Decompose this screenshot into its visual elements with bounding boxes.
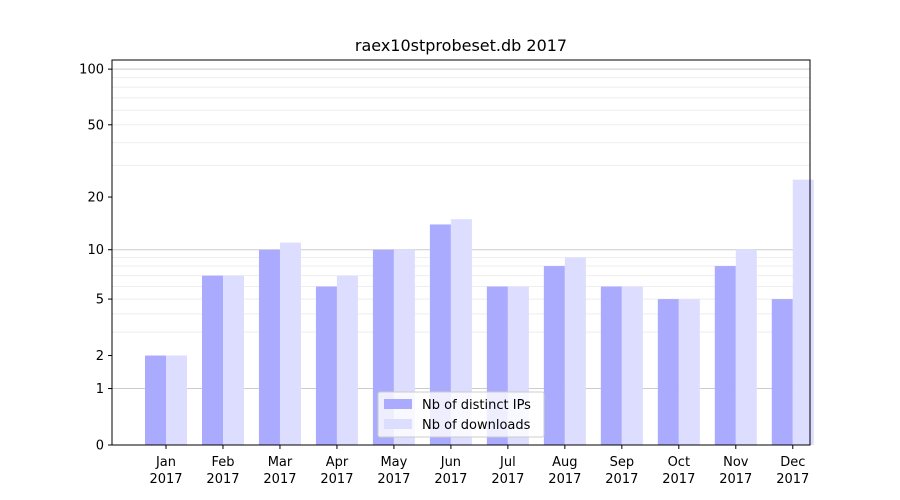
x-tick-label: Aug: [552, 455, 577, 470]
x-tick-label: Apr: [326, 455, 349, 470]
bar-distinct-ips: [201, 275, 223, 445]
x-tick-label: Jan: [155, 455, 176, 470]
chart-title: raex10stprobeset.db 2017: [355, 36, 567, 55]
x-tick-label: Jul: [499, 455, 516, 470]
y-tick-label: 100: [79, 63, 104, 78]
legend-label: Nb of distinct IPs: [422, 398, 531, 413]
y-tick-label: 50: [87, 118, 104, 133]
bar-distinct-ips: [543, 266, 565, 445]
bar-downloads: [792, 179, 814, 446]
bar-downloads: [166, 355, 187, 445]
x-tick-label: 2017: [605, 472, 638, 487]
bar-downloads: [564, 257, 586, 445]
bar-distinct-ips: [258, 249, 280, 445]
bar-downloads: [279, 242, 301, 445]
legend-label: Nb of downloads: [422, 418, 531, 433]
x-tick-label: May: [380, 455, 407, 470]
x-tick-label: 2017: [776, 472, 809, 487]
x-tick-label: 2017: [149, 472, 182, 487]
x-tick-label: Sep: [610, 455, 635, 470]
y-tick-label: 2: [96, 349, 104, 364]
y-axis: 0 1 2 5 10 20 50 100: [79, 63, 112, 454]
x-tick-label: 2017: [719, 472, 752, 487]
bar-downloads: [222, 275, 244, 445]
x-tick-label: 2017: [377, 472, 410, 487]
x-tick-label: Oct: [668, 455, 690, 470]
bar-distinct-ips: [600, 286, 622, 445]
y-tick-label: 1: [96, 382, 104, 397]
y-tick-label: 5: [96, 293, 104, 308]
bar-downloads: [450, 219, 472, 445]
x-axis: Jan 2017 Feb 2017 Mar 2017 Apr 2017 May 2017 Jun 20…: [149, 445, 809, 487]
x-tick-label: 2017: [263, 472, 296, 487]
legend: Nb of distinct IPs Nb of downloads: [377, 391, 545, 438]
y-tick-label: 20: [87, 191, 104, 206]
y-tick-label: 0: [96, 439, 104, 454]
bar-downloads: [735, 249, 757, 445]
bar-distinct-ips: [315, 286, 337, 445]
x-tick-label: Jun: [440, 455, 461, 470]
x-tick-label: 2017: [434, 472, 467, 487]
legend-swatch: [384, 399, 412, 409]
y-tick-label: 10: [87, 243, 104, 258]
x-tick-label: Mar: [268, 455, 293, 470]
bar-distinct-ips: [771, 299, 793, 445]
x-tick-label: 2017: [548, 472, 581, 487]
x-tick-label: Nov: [723, 455, 749, 470]
x-tick-label: Feb: [211, 455, 234, 470]
legend-swatch: [384, 419, 412, 429]
bar-distinct-ips: [145, 355, 166, 445]
bar-distinct-ips: [657, 299, 679, 445]
x-tick-label: 2017: [320, 472, 353, 487]
x-tick-label: 2017: [206, 472, 239, 487]
bars: [145, 179, 814, 446]
legend-box: [377, 391, 545, 438]
x-tick-label: 2017: [662, 472, 695, 487]
bar-distinct-ips: [714, 266, 736, 445]
plot-frame: [111, 59, 811, 446]
bar-downloads: [678, 299, 700, 445]
bar-downloads: [621, 286, 643, 445]
x-tick-label: 2017: [491, 472, 524, 487]
bar-downloads: [336, 275, 358, 445]
bar-distinct-ips: [429, 224, 451, 445]
x-tick-label: Dec: [780, 455, 805, 470]
